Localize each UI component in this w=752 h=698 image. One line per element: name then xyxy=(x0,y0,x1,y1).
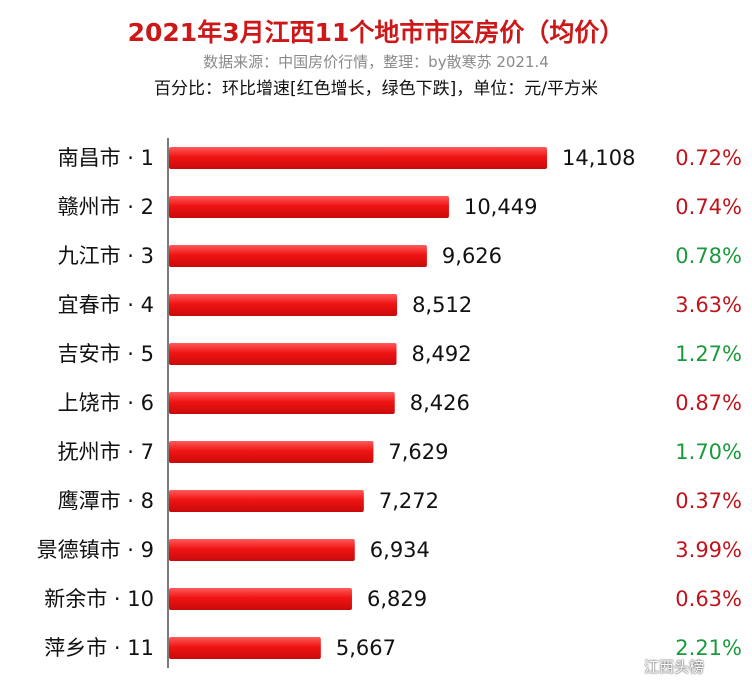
chart-title: 2021年3月江西11个地市市区房价（均价） xyxy=(127,18,625,47)
category-label: 宜春市 · 4 xyxy=(58,293,154,317)
value-label: 8,512 xyxy=(412,293,472,317)
bar xyxy=(169,441,374,463)
bar xyxy=(169,196,449,218)
change-label: 3.63% xyxy=(675,293,742,317)
value-label: 7,629 xyxy=(388,440,448,464)
bar xyxy=(169,392,395,414)
change-label: 3.99% xyxy=(675,538,742,562)
change-label: 0.78% xyxy=(675,244,742,268)
category-label: 吉安市 · 5 xyxy=(58,342,154,366)
category-label: 九江市 · 3 xyxy=(58,244,154,268)
bar xyxy=(169,147,547,169)
value-label: 6,829 xyxy=(367,587,427,611)
category-label: 景德镇市 · 9 xyxy=(37,538,154,562)
value-label: 5,667 xyxy=(336,636,396,660)
wechat-icon xyxy=(614,656,637,675)
value-label: 10,449 xyxy=(464,195,537,219)
value-label: 14,108 xyxy=(562,146,635,170)
change-label: 0.63% xyxy=(675,587,742,611)
bar xyxy=(169,343,397,365)
value-label: 6,934 xyxy=(370,538,430,562)
watermark-text: 江西头榜 xyxy=(644,657,705,676)
value-label: 9,626 xyxy=(442,244,502,268)
category-label: 南昌市 · 1 xyxy=(58,146,154,170)
category-label: 赣州市 · 2 xyxy=(58,195,154,219)
category-label: 新余市 · 10 xyxy=(44,587,154,611)
category-label: 鹰潭市 · 8 xyxy=(58,489,154,513)
value-label: 8,492 xyxy=(412,342,472,366)
data-source-note: 数据来源：中国房价行情，整理：by散寒苏 2021.4 xyxy=(203,53,549,71)
bar xyxy=(169,294,398,316)
change-label: 0.72% xyxy=(675,146,742,170)
legend-note: 百分比：环比增速[红色增长，绿色下跌]，单位：元/平方米 xyxy=(154,79,598,99)
value-label: 8,426 xyxy=(410,391,470,415)
bar xyxy=(169,490,364,512)
bar xyxy=(169,245,427,267)
category-label: 上饶市 · 6 xyxy=(58,391,154,415)
category-label: 萍乡市 · 11 xyxy=(44,636,154,660)
change-label: 1.27% xyxy=(675,342,742,366)
change-label: 2.21% xyxy=(675,636,742,660)
bar xyxy=(169,637,321,659)
value-label: 7,272 xyxy=(379,489,439,513)
change-label: 0.74% xyxy=(675,195,742,219)
change-label: 0.87% xyxy=(675,391,742,415)
change-label: 0.37% xyxy=(675,489,742,513)
watermark: 江西头榜 xyxy=(614,654,704,678)
change-label: 1.70% xyxy=(675,440,742,464)
category-label: 抚州市 · 7 xyxy=(58,440,154,464)
bar xyxy=(169,539,355,561)
bar xyxy=(169,588,352,610)
